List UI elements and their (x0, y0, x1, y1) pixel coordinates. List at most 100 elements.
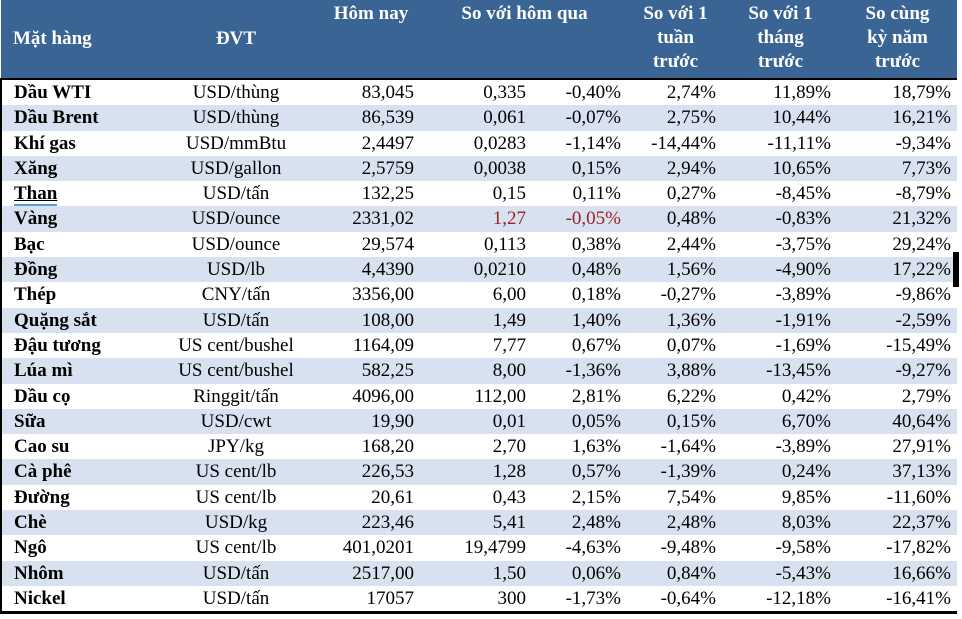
cell-change: 1,49 (421, 307, 533, 333)
cell-value: 2,74% (666, 82, 716, 103)
cell-today: 3356,00 (321, 282, 421, 307)
cell-value: 1,49 (492, 309, 526, 331)
cell-change: 0,43 (421, 485, 533, 510)
cell-name: Bạc (0, 231, 151, 258)
cell-week_pct: -1,64% (628, 434, 723, 459)
cell-name: Đậu tương (0, 332, 151, 359)
cell-value: 0,67% (571, 334, 621, 356)
cell-week_pct: 1,56% (628, 257, 723, 283)
cell-value: 1,40% (571, 309, 621, 331)
commodity-name: Dầu Brent (14, 107, 99, 129)
cell-week_pct: -0,27% (628, 282, 723, 307)
cell-value: 0,0283 (473, 132, 526, 154)
cell-today: 4096,00 (321, 384, 421, 409)
cell-change: 1,28 (421, 459, 533, 485)
cell-value: 0,15% (571, 157, 621, 179)
cell-value: 2,75% (666, 107, 716, 129)
cell-value: 2,94% (666, 157, 716, 179)
commodity-name: Lúa mì (14, 360, 73, 382)
cell-change: 0,335 (421, 79, 533, 105)
header-vs-year: So cùng kỳ năm trước (838, 0, 957, 80)
cell-month_pct: -3,89% (723, 282, 838, 307)
cell-change_pct: 2,81% (533, 384, 628, 409)
cell-today: 2517,00 (321, 560, 421, 586)
cell-value: -9,48% (660, 537, 716, 559)
cell-change: 0,113 (421, 232, 533, 257)
cell-change: 0,15 (421, 181, 533, 206)
cell-value: 0,113 (483, 233, 526, 255)
cell-value: -3,89% (775, 284, 831, 306)
commodity-name: Nickel (14, 587, 66, 609)
commodity-name: Than (14, 183, 58, 207)
cell-month_pct: -3,89% (723, 434, 838, 459)
cell-change_pct: 0,06% (533, 560, 628, 586)
cell-value: -14,44% (651, 132, 716, 154)
table-row: Lúa mì US cent/bushel 582,25 8,00 -1,36% 3,88… (0, 358, 957, 384)
table-row: Bạc USD/ounce 29,574 0,113 0,38% 2,44% -3,75% 2… (0, 231, 957, 258)
cell-unit: USD/tấn (151, 586, 321, 613)
cell-month_pct: 0,42% (723, 384, 838, 409)
cell-value: 6,22% (666, 385, 716, 407)
cell-year_pct: -17,82% (838, 535, 957, 560)
cell-value: -12,18% (766, 587, 831, 609)
cell-change_pct: 0,38% (533, 232, 628, 257)
cell-week_pct: 6,22% (628, 384, 723, 409)
cell-value: 10,44% (772, 107, 831, 129)
table-row: Sữa USD/cwt 19,90 0,01 0,05% 0,15% 6,70% 40,64% (0, 408, 957, 435)
cell-week_pct: 2,44% (628, 232, 723, 257)
cell-unit: USD/cwt (151, 408, 321, 435)
cell-year_pct: -15,49% (838, 333, 957, 358)
cell-value: 18,79% (892, 82, 951, 103)
cell-value: 1,36% (666, 309, 716, 331)
cell-week_pct: 0,27% (628, 181, 723, 206)
cell-month_pct: 10,65% (723, 155, 838, 182)
cell-value: 0,24% (781, 461, 831, 483)
cell-value: 2,48% (571, 512, 621, 534)
cell-week_pct: 0,48% (628, 206, 723, 232)
cell-value: -0,40% (565, 82, 621, 103)
cell-value: USD/kg (204, 512, 268, 534)
commodity-name: Cao su (14, 436, 70, 458)
cell-value: -11,11% (767, 132, 832, 154)
cell-today: 108,00 (321, 307, 421, 333)
cell-today: 1164,09 (321, 333, 421, 358)
cell-value: 108,00 (361, 309, 414, 331)
cell-year_pct: 2,79% (838, 384, 957, 409)
cell-name: Vàng (0, 206, 151, 232)
cell-value: 0,07% (666, 334, 716, 356)
cell-value: 19,90 (371, 410, 414, 432)
cell-change_pct: -1,73% (533, 586, 628, 613)
table-row: Chè USD/kg 223,46 5,41 2,48% 2,48% 8,03% 22,37% (0, 510, 957, 536)
cell-value: USD/thùng (192, 82, 280, 103)
cell-change: 7,77 (421, 333, 533, 358)
cell-year_pct: -9,27% (838, 358, 957, 384)
cell-value: USD/tấn (202, 587, 270, 609)
cell-value: 6,00 (492, 284, 526, 306)
cell-value: USD/tấn (202, 183, 270, 205)
cell-today: 2331,02 (321, 206, 421, 232)
cell-week_pct: -14,44% (628, 131, 723, 156)
cell-value: 2,15% (571, 486, 621, 508)
cell-unit: USD/gallon (151, 155, 321, 182)
cell-week_pct: 0,07% (628, 333, 723, 358)
cell-value: 2,4497 (361, 132, 414, 154)
cell-change: 6,00 (421, 282, 533, 307)
cell-value: -0,64% (660, 587, 716, 609)
cell-today: 2,5759 (321, 155, 421, 182)
cell-name: Nickel (0, 585, 151, 613)
cell-name: Cà phê (0, 459, 151, 485)
cell-year_pct: 22,37% (838, 510, 957, 536)
cell-year_pct: 16,66% (838, 560, 957, 586)
cell-value: 0,0210 (473, 259, 526, 281)
cell-value: 401,0201 (342, 537, 414, 559)
commodity-name: Thép (14, 284, 57, 306)
cell-value: 0,05% (571, 410, 621, 432)
cell-month_pct: -8,45% (723, 181, 838, 206)
cell-value: 2,44% (666, 233, 716, 255)
cell-value: Ringgit/tấn (193, 385, 279, 407)
cell-value: 7,73% (901, 157, 951, 179)
cell-unit: USD/ounce (151, 232, 321, 257)
cell-name: Ngô (0, 535, 151, 561)
commodity-name: Quặng sắt (14, 309, 97, 331)
header-commodity: Mặt hàng (1, 0, 151, 80)
